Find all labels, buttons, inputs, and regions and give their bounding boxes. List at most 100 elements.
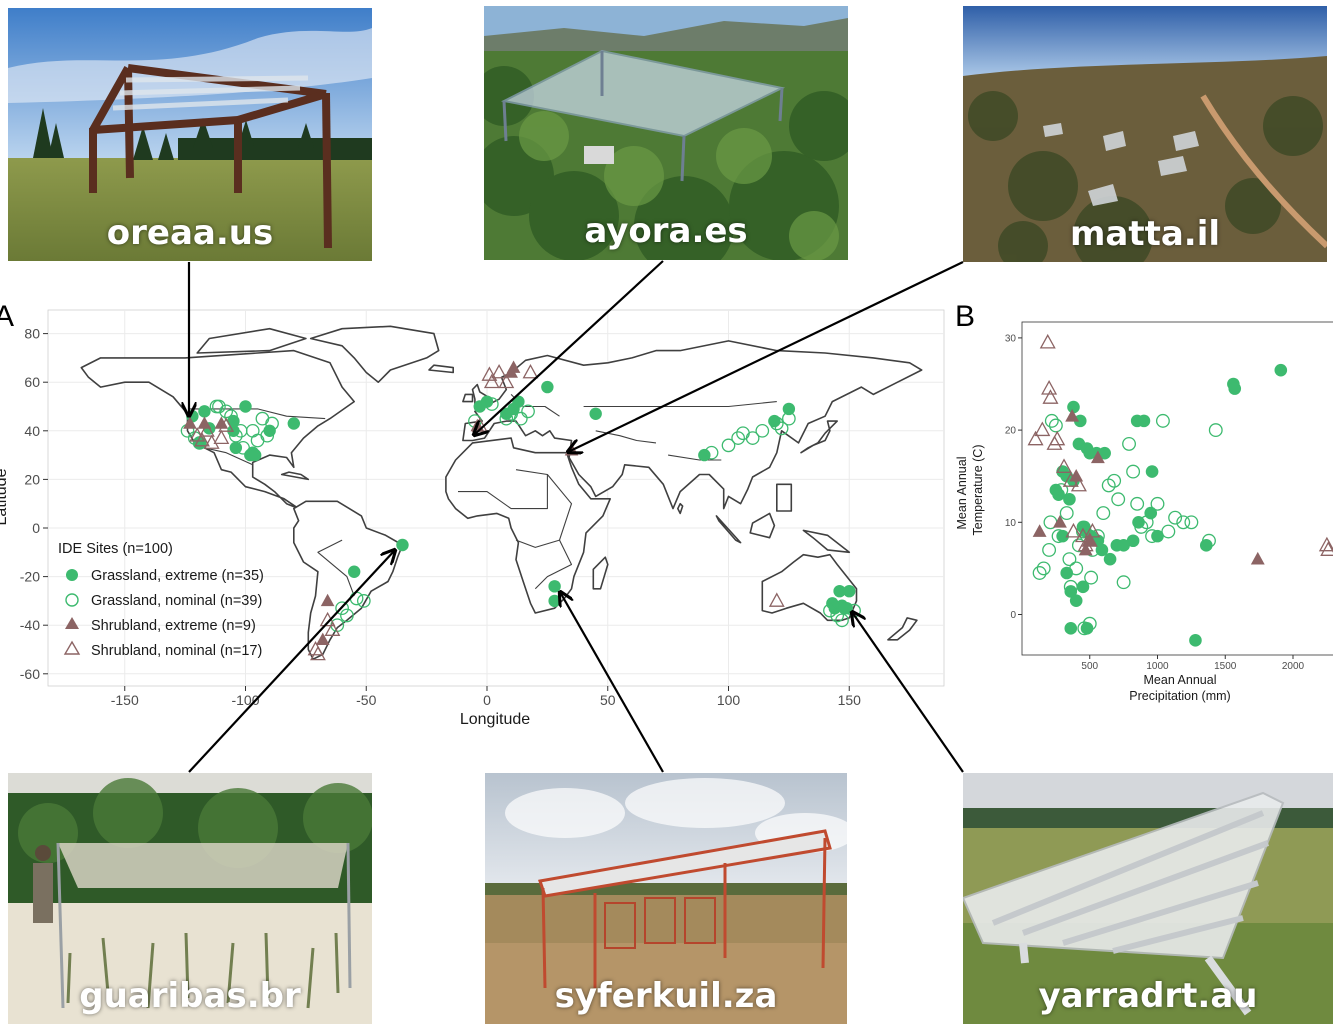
climate-y-axis-label-line1: Mean Annual (955, 457, 969, 530)
climate-point-open-circle (1096, 506, 1111, 521)
climate-point-filled-circle (1199, 539, 1213, 552)
landmass-iceland (428, 364, 455, 374)
map-point-open-circle (513, 411, 528, 426)
climate-point-open-circle (1168, 510, 1183, 525)
climate-y-tick-label: 10 (1005, 518, 1017, 529)
map-point-filled-circle (239, 400, 252, 413)
climate-point-filled-circle (1137, 414, 1151, 428)
map-x-tick-label: 100 (717, 692, 741, 708)
climate-point-open-circle (1054, 483, 1069, 497)
map-point-open-circle (356, 594, 371, 608)
landmass-japan (800, 420, 839, 454)
climate-point-open-circle (1145, 529, 1160, 544)
photo-yarradrt-illustration (963, 773, 1333, 1024)
climate-x-tick-label: 1000 (1146, 661, 1169, 672)
climate-point-filled-circle (1052, 488, 1065, 501)
climate-point-filled-triangle (1250, 551, 1265, 565)
landmass-africa (445, 437, 612, 614)
climate-point-filled-triangle (1053, 515, 1067, 528)
climate-point-filled-circle (1117, 539, 1130, 552)
climate-point-open-circle (1176, 515, 1191, 530)
map-point-open-circle (260, 428, 275, 443)
climate-point-open-circle (1059, 506, 1074, 521)
photo-label: ayora.es (584, 211, 748, 251)
climate-point-filled-circle (1069, 594, 1083, 607)
climate-point-open-circle (1069, 561, 1084, 576)
photo-syferkuil: syferkuil.za (485, 773, 847, 1024)
country-border (317, 539, 355, 597)
legend-entry-shrubland-nominal: Shrubland, nominal (n=17) (91, 643, 262, 659)
photo-guaribas: guaribas.br (8, 773, 372, 1024)
photo-oreaa: oreaa.us (8, 8, 372, 261)
landmass-philippines (775, 483, 793, 512)
map-point-open-circle (721, 438, 736, 453)
climate-point-filled-circle (1274, 363, 1288, 377)
map-point-open-circle (745, 431, 760, 445)
map-point-open-circle (499, 411, 514, 426)
climate-point-filled-triangle (1032, 524, 1047, 537)
map-point-open-triangle (491, 364, 507, 379)
climate-point-open-triangle (1077, 536, 1094, 552)
map-legend: IDE Sites (n=100) Grassland, extreme (n=… (58, 541, 264, 659)
map-point-filled-circle (396, 538, 409, 552)
map-x-tick-label: 150 (838, 692, 862, 708)
photo-label: oreaa.us (106, 213, 274, 253)
map-x-tick-label: -150 (111, 692, 139, 708)
panel-label-b: B (955, 300, 975, 333)
map-point-open-circle (335, 601, 349, 616)
climate-point-open-circle (1111, 492, 1126, 507)
climate-point-open-circle (1062, 552, 1077, 567)
map-point-filled-circle (287, 417, 300, 430)
climate-y-axis-label-line2: Temperature (C) (971, 445, 985, 536)
country-border (534, 539, 573, 590)
climate-point-open-triangle (1049, 430, 1066, 446)
map-point-open-triangle (768, 592, 785, 607)
map-point-open-circle (340, 608, 354, 623)
climate-point-filled-circle (1145, 465, 1159, 478)
map-point-filled-triangle (183, 416, 197, 429)
photo-label: syferkuil.za (554, 976, 778, 1016)
landmass-arctic-islands (196, 327, 307, 354)
climate-y-ticks: 0 10 20 30 (1005, 333, 1022, 621)
climate-x-axis-label-line2: Precipitation (mm) (1129, 689, 1230, 703)
climate-point-filled-circle (1095, 543, 1109, 557)
climate-point-open-triangle (1318, 536, 1333, 552)
climate-point-filled-circle (1189, 634, 1202, 647)
map-point-filled-circle (541, 380, 554, 394)
climate-point-open-circle (1122, 436, 1136, 451)
arrow-guaribas (188, 550, 395, 773)
climate-y-tick-label: 20 (1005, 426, 1017, 437)
map-point-filled-circle (548, 580, 561, 593)
map-point-open-circle (224, 409, 238, 424)
arrow-syferkuil (560, 592, 664, 773)
map-point-open-circle (704, 445, 719, 460)
map-point-filled-triangle (320, 593, 335, 607)
landmass-new-guinea (802, 529, 851, 554)
map-point-filled-circle (768, 414, 781, 428)
country-border (668, 454, 722, 461)
map-x-tick-label: 0 (483, 692, 491, 708)
climate-point-filled-circle (1076, 580, 1090, 594)
climate-point-filled-circle (1151, 529, 1164, 543)
climate-point-filled-triangle (1065, 409, 1080, 422)
climate-x-tick-label: 500 (1081, 661, 1098, 672)
photo-oreaa-illustration (8, 8, 372, 261)
map-x-tick-label: -50 (356, 692, 376, 708)
climate-point-open-triangle (1055, 458, 1073, 473)
climate-point-filled-circle (1103, 552, 1117, 566)
map-point-filled-circle (782, 402, 796, 416)
map-point-open-circle (835, 613, 849, 628)
photo-syferkuil-illustration (485, 773, 847, 1024)
climate-site-points (1027, 333, 1333, 647)
map-point-open-circle (755, 423, 770, 438)
photo-yarradrt: yarradrt.au (963, 773, 1333, 1024)
map-point-open-triangle (194, 432, 210, 447)
climate-point-open-circle (1184, 515, 1199, 530)
climate-panel: B 500 1000 1500 2000 0 10 20 30 Mean Annual Pr… (955, 300, 1333, 703)
map-point-open-circle (823, 603, 837, 618)
map-x-tick-label: 50 (600, 692, 616, 708)
climate-point-open-circle (1051, 529, 1066, 544)
arrow-yarradrt (852, 612, 964, 773)
map-point-filled-triangle (315, 632, 330, 646)
map-point-open-circle (228, 428, 243, 443)
